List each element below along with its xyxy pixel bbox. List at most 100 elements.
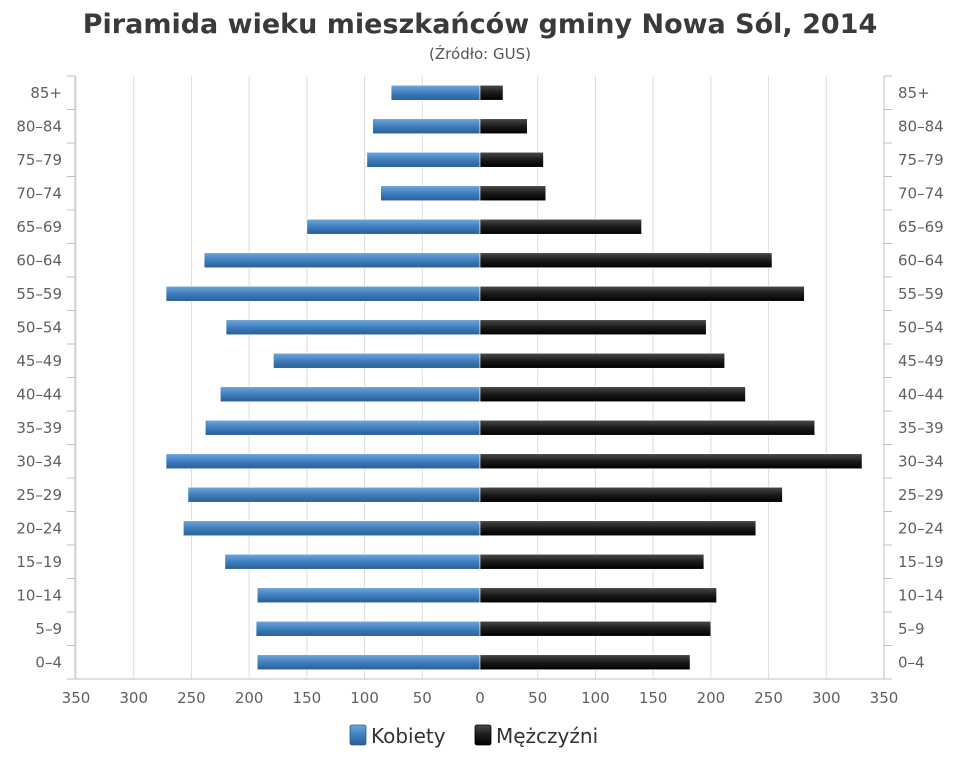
bar-kobiety[interactable] — [256, 587, 481, 604]
bar-kobiety[interactable] — [372, 118, 481, 135]
category-label-left: 75–79 — [16, 151, 62, 169]
bar-kobiety[interactable] — [187, 486, 481, 503]
bar-mezczyzni[interactable] — [479, 553, 705, 570]
bar-kobiety[interactable] — [225, 319, 481, 336]
bar-kobiety[interactable] — [183, 520, 481, 537]
bar-kobiety[interactable] — [204, 419, 481, 436]
x-tick-label: 200 — [235, 689, 264, 707]
category-label-right: 25–29 — [898, 486, 944, 504]
bar-mezczyzni[interactable] — [479, 386, 746, 403]
bar-kobiety[interactable] — [390, 84, 481, 101]
category-label-left: 65–69 — [16, 218, 62, 236]
category-label-right: 65–69 — [898, 218, 944, 236]
category-label-right: 55–59 — [898, 285, 944, 303]
category-label-left: 35–39 — [16, 419, 62, 437]
bar-mezczyzni[interactable] — [479, 419, 816, 436]
bar-mezczyzni[interactable] — [479, 151, 544, 168]
bar-kobiety[interactable] — [255, 620, 481, 637]
category-label-right: 5–9 — [898, 620, 925, 638]
bar-mezczyzni[interactable] — [479, 352, 726, 369]
category-label-left: 5–9 — [35, 620, 62, 638]
bar-mezczyzni[interactable] — [479, 520, 757, 537]
bar-kobiety[interactable] — [306, 218, 481, 235]
category-label-right: 50–54 — [898, 318, 944, 336]
category-label-right: 30–34 — [898, 452, 944, 470]
category-label-right: 20–24 — [898, 519, 944, 537]
x-tick-label: 100 — [581, 689, 610, 707]
bar-kobiety[interactable] — [165, 453, 481, 470]
x-tick-label: 100 — [350, 689, 379, 707]
bar-mezczyzni[interactable] — [479, 620, 712, 637]
bar-mezczyzni[interactable] — [479, 218, 642, 235]
bar-mezczyzni[interactable] — [479, 118, 528, 135]
bar-mezczyzni[interactable] — [479, 185, 547, 202]
x-tick-label: 0 — [475, 689, 485, 707]
bar-mezczyzni[interactable] — [479, 285, 805, 302]
x-tick-label: 350 — [62, 689, 91, 707]
category-label-left: 40–44 — [16, 385, 62, 403]
category-label-left: 25–29 — [16, 486, 62, 504]
category-label-right: 35–39 — [898, 419, 944, 437]
x-tick-label: 300 — [812, 689, 841, 707]
category-label-right: 40–44 — [898, 385, 944, 403]
bar-kobiety[interactable] — [203, 252, 481, 269]
x-tick-label: 50 — [413, 689, 432, 707]
category-label-right: 85+ — [898, 84, 930, 102]
x-tick-label: 250 — [754, 689, 783, 707]
bar-kobiety[interactable] — [256, 654, 481, 671]
bar-kobiety[interactable] — [273, 352, 481, 369]
category-label-left: 0–4 — [35, 653, 62, 671]
axis-layer: 350 300 250 200 150 100 50 0 50 100 150 200 250 300 35… — [16, 75, 944, 707]
x-tick-label: 200 — [697, 689, 726, 707]
x-tick-label: 350 — [870, 689, 899, 707]
bar-kobiety[interactable] — [219, 386, 481, 403]
chart-title: Piramida wieku mieszkańców gminy Nowa Só… — [83, 9, 877, 40]
bar-mezczyzni[interactable] — [479, 486, 783, 503]
legend-item-kobiety[interactable]: Kobiety — [349, 724, 446, 748]
x-tick-label: 150 — [639, 689, 668, 707]
bar-kobiety[interactable] — [224, 553, 481, 570]
category-label-right: 70–74 — [898, 184, 944, 202]
legend-item-mezczyzni[interactable]: Mężczyźni — [474, 724, 598, 748]
bar-mezczyzni[interactable] — [479, 453, 863, 470]
bar-mezczyzni[interactable] — [479, 252, 773, 269]
category-label-left: 45–49 — [16, 352, 62, 370]
category-label-right: 75–79 — [898, 151, 944, 169]
category-label-right: 0–4 — [898, 653, 925, 671]
bar-kobiety[interactable] — [380, 185, 481, 202]
category-label-left: 55–59 — [16, 285, 62, 303]
category-label-right: 15–19 — [898, 553, 944, 571]
x-tick-label: 150 — [293, 689, 322, 707]
category-label-left: 15–19 — [16, 553, 62, 571]
category-label-left: 70–74 — [16, 184, 62, 202]
category-label-left: 20–24 — [16, 519, 62, 537]
bar-mezczyzni[interactable] — [479, 319, 707, 336]
category-label-right: 80–84 — [898, 117, 944, 135]
bar-kobiety[interactable] — [366, 151, 481, 168]
legend[interactable]: Kobiety Mężczyźni — [349, 724, 598, 748]
category-label-right: 10–14 — [898, 586, 944, 604]
bar-mezczyzni[interactable] — [479, 84, 504, 101]
legend-label-mezczyzni: Mężczyźni — [496, 724, 598, 748]
category-label-left: 80–84 — [16, 117, 62, 135]
legend-swatch-kobiety — [349, 724, 367, 746]
legend-swatch-mezczyzni — [474, 724, 492, 746]
category-label-left: 30–34 — [16, 452, 62, 470]
bar-mezczyzni[interactable] — [479, 587, 717, 604]
category-label-left: 60–64 — [16, 251, 62, 269]
x-tick-label: 250 — [177, 689, 206, 707]
legend-label-kobiety: Kobiety — [371, 724, 446, 748]
category-label-left: 50–54 — [16, 318, 62, 336]
bar-mezczyzni[interactable] — [479, 654, 691, 671]
chart-subtitle: (Źródło: GUS) — [429, 44, 531, 63]
category-label-right: 45–49 — [898, 352, 944, 370]
category-label-right: 60–64 — [898, 251, 944, 269]
bars-layer — [165, 84, 863, 671]
x-tick-label: 300 — [119, 689, 148, 707]
bar-kobiety[interactable] — [165, 285, 481, 302]
category-label-left: 10–14 — [16, 586, 62, 604]
category-label-left: 85+ — [30, 84, 62, 102]
x-tick-label: 50 — [528, 689, 547, 707]
